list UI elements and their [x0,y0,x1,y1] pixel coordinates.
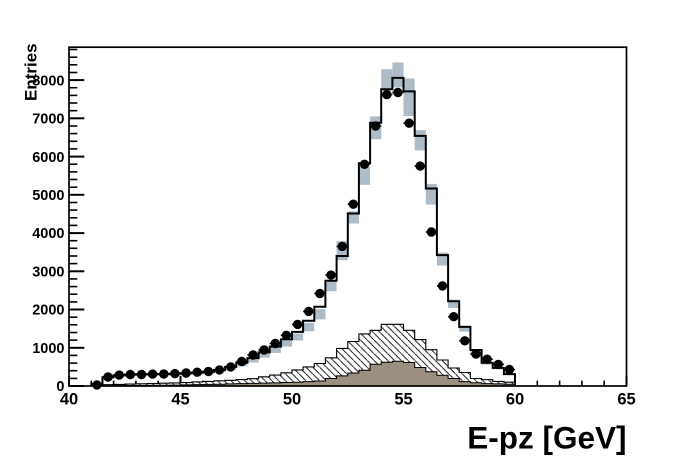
svg-text:55: 55 [394,391,412,409]
svg-text:6000: 6000 [32,150,64,166]
svg-text:E-pz [GeV]: E-pz [GeV] [467,420,626,456]
svg-text:1000: 1000 [32,341,64,357]
svg-text:Entries: Entries [22,43,41,101]
svg-text:60: 60 [506,391,524,409]
svg-text:3000: 3000 [32,265,64,281]
svg-text:8000: 8000 [32,73,64,89]
svg-text:2000: 2000 [32,303,64,319]
svg-text:50: 50 [283,391,301,409]
svg-text:5000: 5000 [32,188,64,204]
svg-text:0: 0 [56,379,64,395]
svg-text:7000: 7000 [32,112,64,128]
svg-text:65: 65 [617,391,635,409]
svg-text:45: 45 [171,391,189,409]
svg-text:40: 40 [60,391,78,409]
svg-text:4000: 4000 [32,226,64,242]
